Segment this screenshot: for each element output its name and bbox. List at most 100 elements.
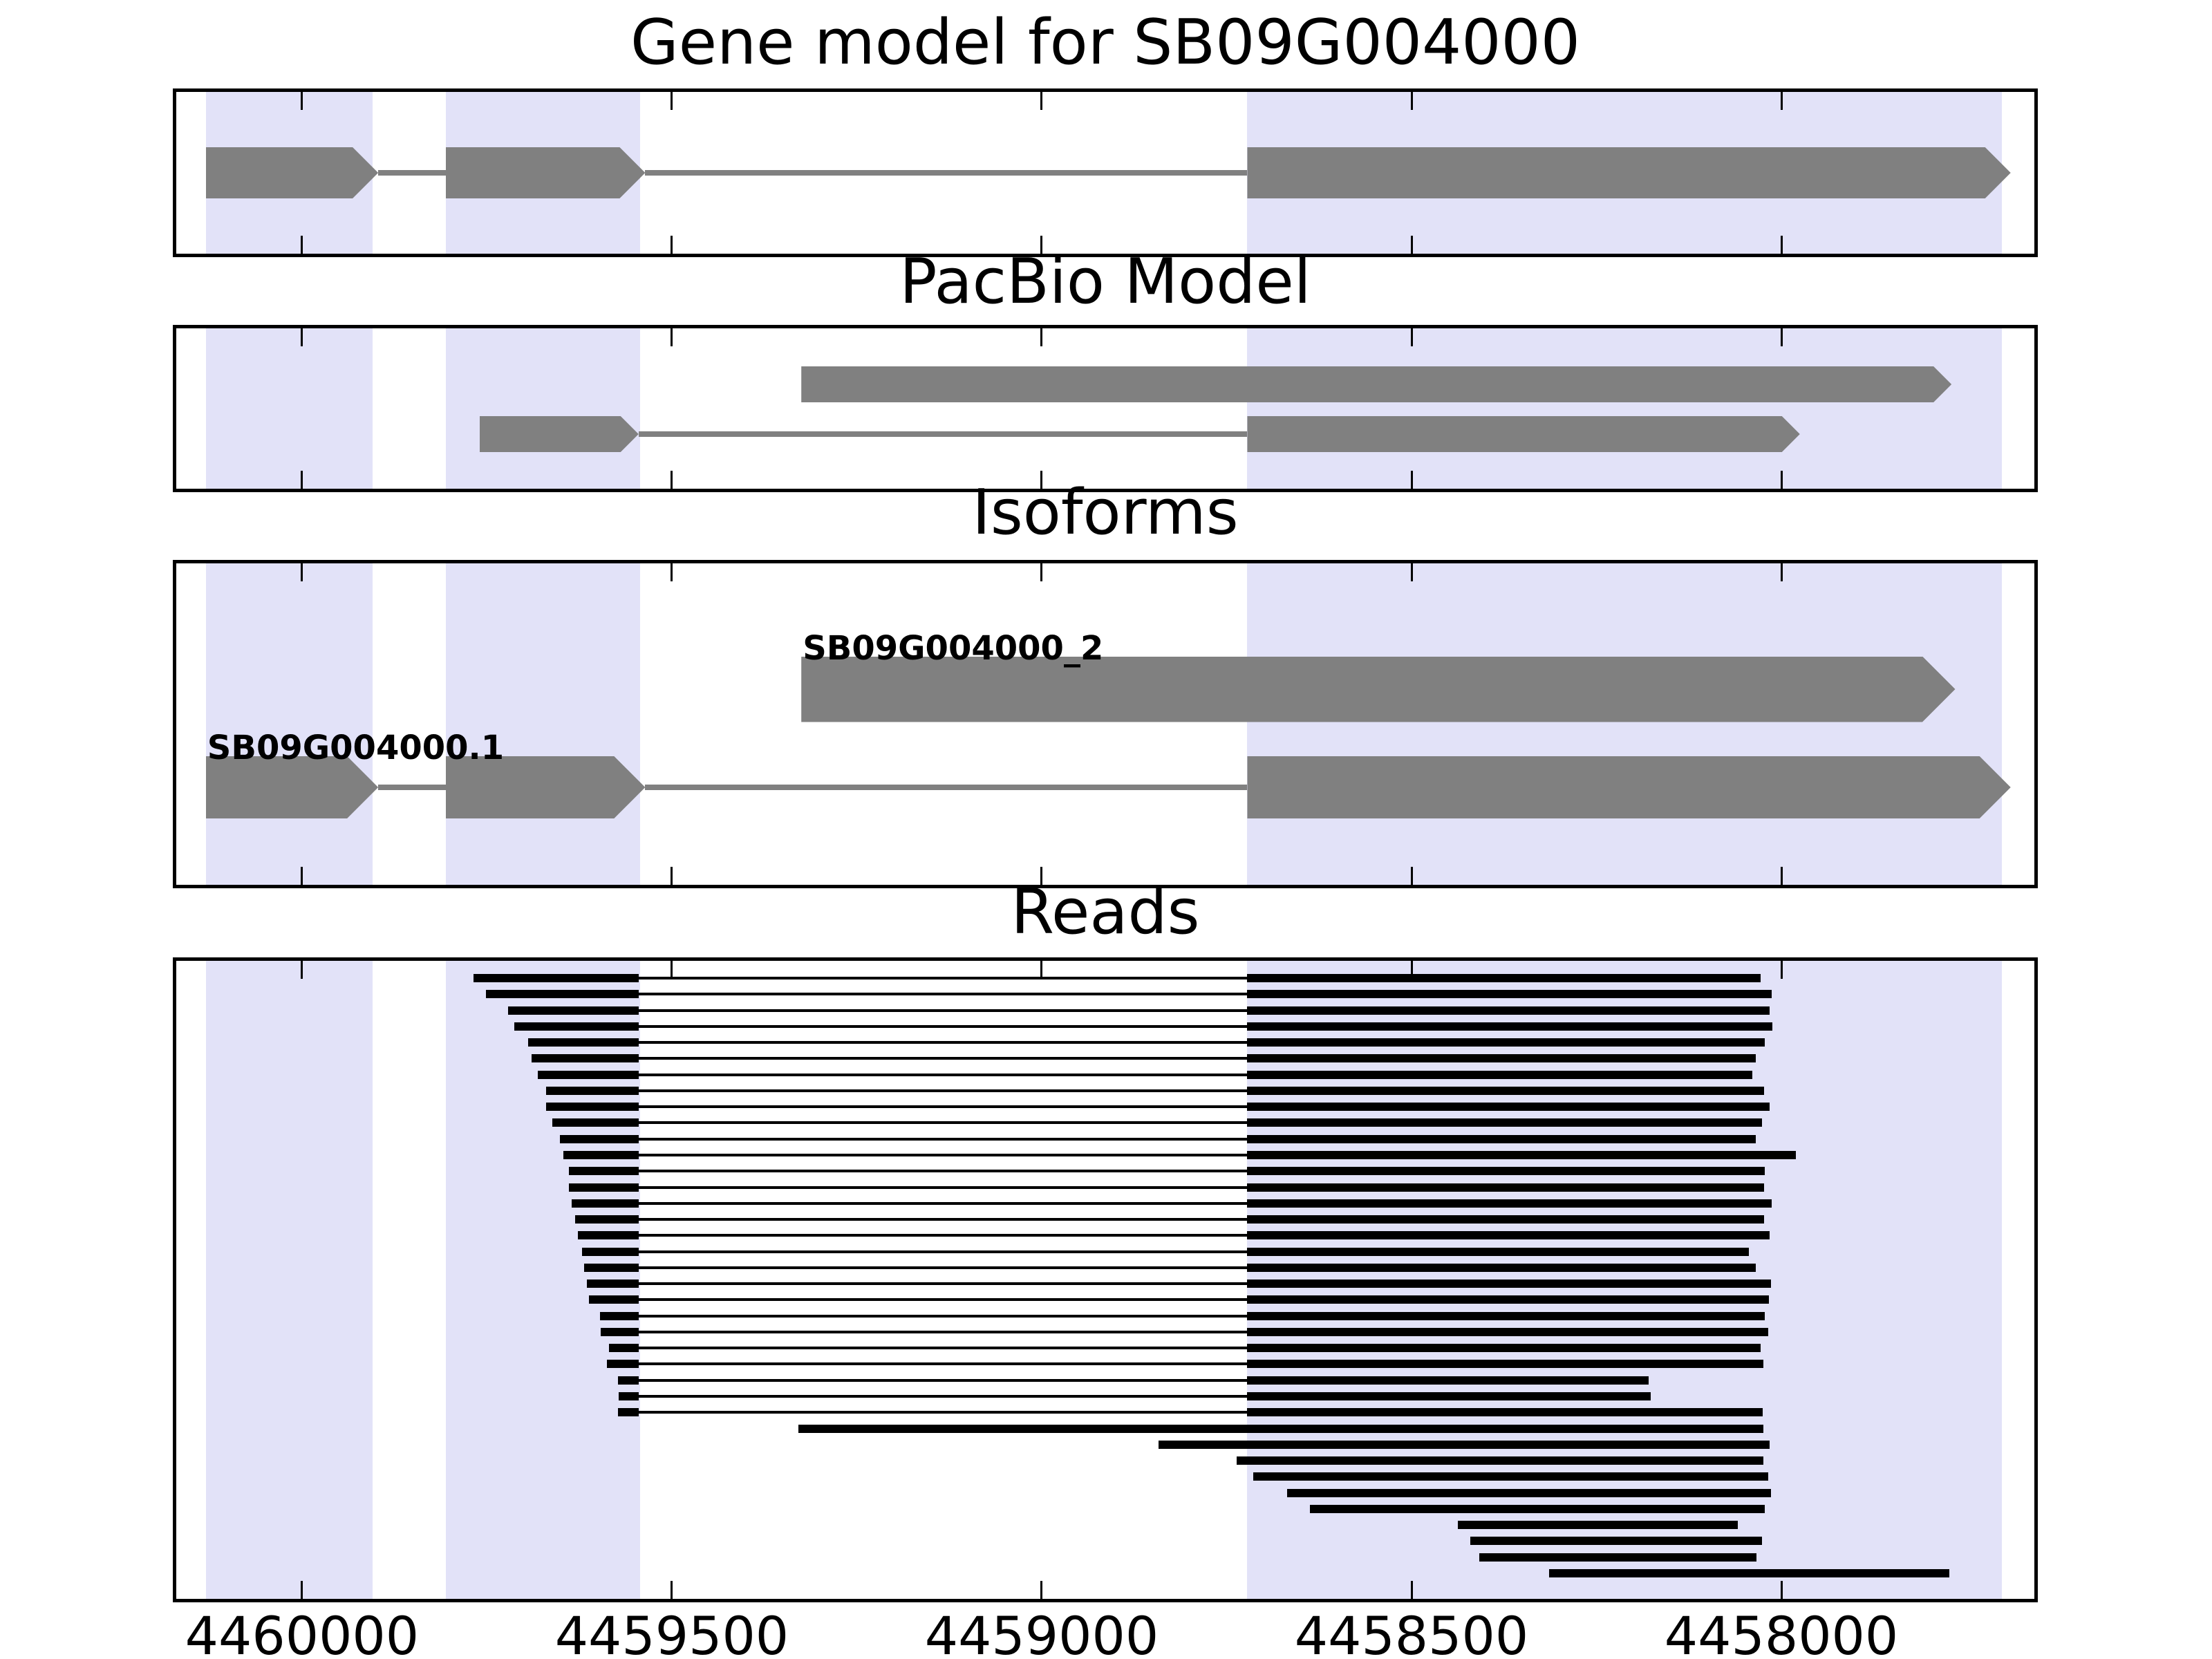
read-bar	[606, 1360, 639, 1369]
read-bar	[569, 1167, 639, 1176]
read-line	[583, 1266, 1756, 1269]
axis-tick	[301, 867, 303, 885]
read-bar	[618, 1392, 639, 1401]
exon-highlight-band	[1247, 563, 2002, 885]
axis-tick	[1780, 471, 1783, 489]
exon-arrow	[205, 147, 379, 198]
axis-tick	[1040, 92, 1043, 110]
read-line	[560, 1137, 1756, 1141]
read-bar	[538, 1070, 639, 1079]
axis-tick	[1410, 328, 1413, 346]
x-tick-label: 4458000	[1664, 1605, 1899, 1659]
read-line	[546, 1105, 1770, 1109]
read-bar	[1247, 1086, 1765, 1095]
axis-tick	[1780, 563, 1783, 581]
read-bar	[474, 974, 639, 982]
read-bar	[600, 1311, 639, 1320]
axis-tick	[1780, 867, 1783, 885]
read-line	[608, 1347, 1761, 1350]
isoform-label: SB09G004000.1	[207, 729, 505, 767]
exon-highlight-band	[1247, 328, 2002, 489]
read-bar	[1247, 1167, 1765, 1176]
exon-arrow	[445, 147, 646, 198]
read-bar	[586, 1280, 639, 1288]
read-bar	[1237, 1456, 1764, 1465]
read-bar	[617, 1408, 639, 1417]
axis-tick	[301, 961, 303, 979]
read-line	[600, 1314, 1765, 1318]
read-bar	[1247, 1327, 1768, 1336]
exon-highlight-band	[205, 328, 373, 489]
axis-tick	[671, 328, 673, 346]
axis-tick	[301, 328, 303, 346]
read-line	[586, 1282, 1772, 1286]
exon-arrow	[479, 416, 639, 452]
read-bar	[1458, 1521, 1738, 1530]
read-bar	[1247, 1280, 1772, 1288]
read-bar	[1247, 1103, 1770, 1112]
panel-title-gene-model: Gene model for SB09G004000	[630, 6, 1581, 79]
read-bar	[1310, 1504, 1765, 1513]
read-bar	[601, 1327, 639, 1336]
axis-tick	[301, 1581, 303, 1599]
read-bar	[1247, 1263, 1756, 1272]
read-bar	[528, 1038, 639, 1047]
read-bar	[589, 1295, 639, 1304]
read-line	[606, 1362, 1764, 1366]
read-bar	[1247, 1231, 1770, 1240]
read-line	[572, 1201, 1772, 1205]
axis-tick	[1410, 92, 1413, 110]
axis-tick	[1780, 961, 1783, 979]
read-line	[486, 993, 1772, 996]
read-bar	[1549, 1568, 1949, 1577]
read-bar	[582, 1247, 639, 1256]
read-bar	[569, 1183, 639, 1192]
axis-tick	[1410, 1581, 1413, 1599]
axis-tick	[1410, 563, 1413, 581]
read-bar	[578, 1231, 639, 1240]
axis-tick	[301, 471, 303, 489]
read-bar	[1247, 1006, 1770, 1015]
x-tick-label: 4460000	[185, 1605, 420, 1659]
axis-tick	[671, 471, 673, 489]
read-bar	[583, 1263, 639, 1272]
exon-arrow	[445, 756, 646, 818]
read-bar	[1247, 1183, 1765, 1192]
read-bar	[1247, 1247, 1749, 1256]
read-bar	[563, 1150, 639, 1159]
read-bar	[1247, 1199, 1772, 1208]
exon-highlight-band	[445, 563, 640, 885]
read-bar	[1247, 1022, 1773, 1031]
read-bar	[1470, 1537, 1763, 1546]
panel-reads	[173, 957, 2038, 1602]
read-bar	[574, 1215, 639, 1224]
read-line	[618, 1395, 1651, 1398]
read-bar	[514, 1022, 639, 1031]
panel-pacbio	[173, 325, 2038, 492]
intron-line	[378, 785, 446, 790]
read-bar	[1247, 1311, 1765, 1320]
axis-tick	[671, 961, 673, 979]
read-bar	[617, 1376, 639, 1385]
exon-arrow	[801, 366, 1952, 402]
read-bar	[546, 1103, 639, 1112]
exon-arrow	[205, 756, 379, 818]
read-bar	[552, 1118, 639, 1127]
read-bar	[1247, 1344, 1761, 1353]
read-bar	[1247, 1038, 1765, 1047]
axis-tick	[1040, 328, 1043, 346]
read-bar	[1247, 1134, 1756, 1143]
x-tick-label: 4458500	[1294, 1605, 1529, 1659]
read-bar	[1247, 1118, 1763, 1127]
read-bar	[560, 1134, 639, 1143]
intron-line	[645, 170, 1248, 176]
read-line	[574, 1218, 1765, 1221]
axis-tick	[1040, 471, 1043, 489]
x-tick-label: 4459000	[924, 1605, 1159, 1659]
read-line	[582, 1250, 1749, 1253]
read-line	[617, 1411, 1763, 1414]
read-bar	[1247, 1295, 1769, 1304]
axis-tick	[1040, 563, 1043, 581]
axis-tick	[671, 1581, 673, 1599]
